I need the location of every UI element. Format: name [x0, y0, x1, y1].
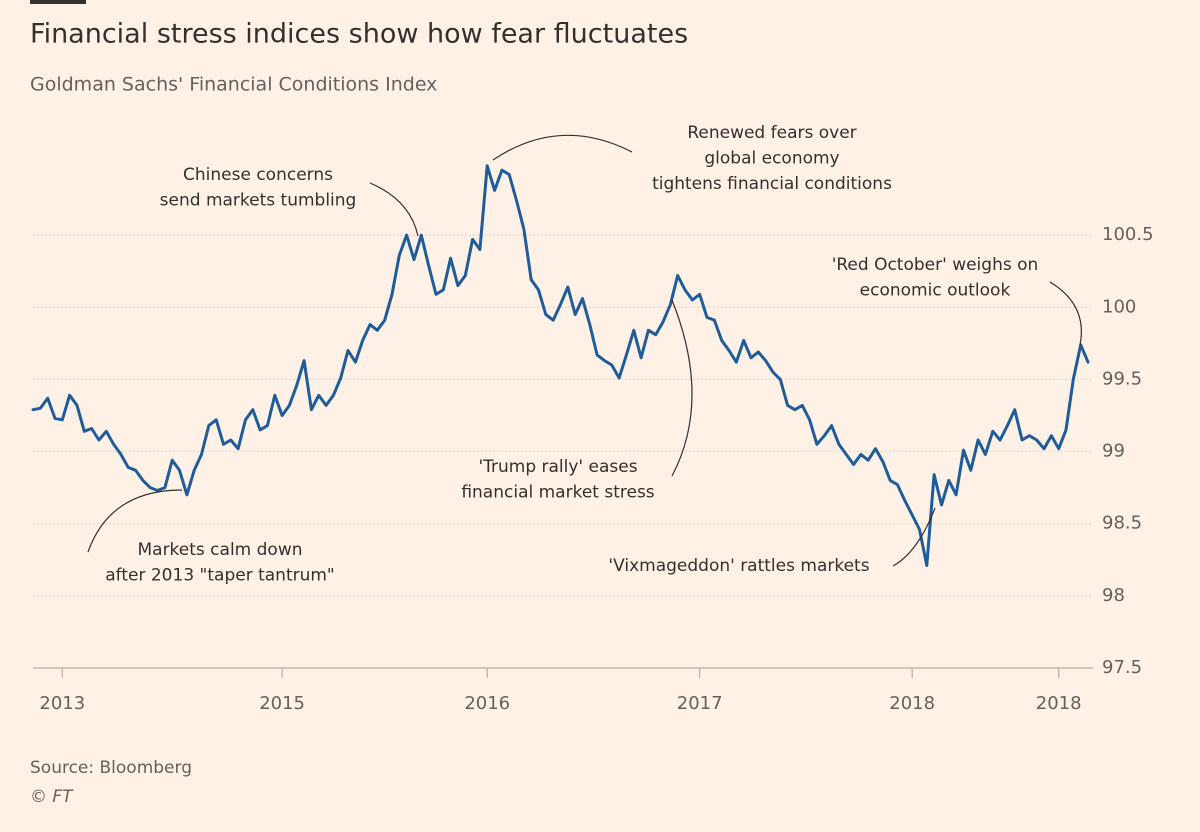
annotation: Chinese concerns — [183, 165, 333, 185]
data-line — [31, 164, 1090, 567]
annotation: financial market stress — [461, 483, 654, 503]
source: Source: Bloomberg — [30, 758, 192, 778]
x-tick-label: 2013 — [39, 693, 85, 714]
credit: © FT — [30, 787, 74, 807]
brand-bar — [30, 0, 86, 4]
annotation: after 2013 "taper tantrum" — [105, 566, 335, 586]
annotation: Markets calm down — [137, 540, 302, 560]
y-tick-label: 98 — [1102, 585, 1125, 606]
connector — [87, 489, 183, 553]
chart-subtitle: Goldman Sachs' Financial Conditions Inde… — [30, 74, 437, 96]
y-tick-label: 98.5 — [1102, 513, 1142, 534]
grid: 97.5 98 98.5 99 99.5 100 100.5 2013 2015 2016 2017… — [33, 224, 1154, 714]
plot — [31, 164, 1090, 567]
annotation: 'Vixmageddon' rattles markets — [608, 556, 869, 576]
connectors — [87, 134, 1082, 567]
annotation: send markets tumbling — [160, 191, 357, 211]
y-tick-label: 97.5 — [1102, 657, 1142, 678]
y-tick-label: 100.5 — [1102, 224, 1154, 245]
y-tick-label: 99 — [1102, 441, 1125, 462]
connector — [369, 182, 419, 237]
connector — [892, 507, 936, 567]
x-tick-label: 2018 — [1036, 693, 1082, 714]
annotation: global economy — [704, 149, 839, 169]
x-tick-label: 2017 — [677, 693, 723, 714]
chart-title: Financial stress indices show how fear f… — [30, 19, 688, 50]
annotation: Renewed fears over — [687, 123, 856, 143]
annotation: economic outlook — [860, 281, 1011, 301]
annotation: tightens financial conditions — [652, 174, 892, 194]
y-tick-label: 99.5 — [1102, 368, 1142, 389]
x-tick-label: 2015 — [259, 693, 305, 714]
connector — [1049, 281, 1082, 346]
x-tick-label: 2016 — [464, 693, 510, 714]
y-tick-label: 100 — [1102, 296, 1136, 317]
annotation: 'Red October' weighs on — [832, 255, 1039, 275]
x-tick-label: 2018 — [889, 693, 935, 714]
annotations: Chinese concerns send markets tumbling Ren… — [105, 123, 1038, 586]
connector — [492, 134, 633, 161]
connector — [671, 299, 693, 477]
annotation: 'Trump rally' eases — [478, 457, 637, 477]
